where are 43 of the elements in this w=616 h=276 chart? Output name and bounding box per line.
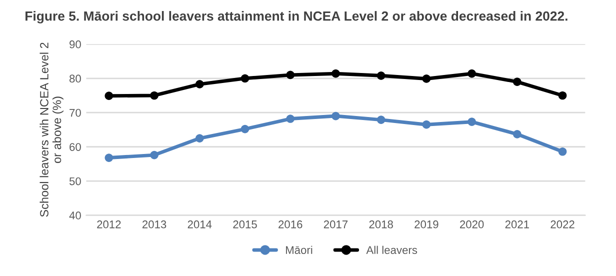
point — [512, 130, 522, 138]
point — [332, 69, 340, 78]
x-tick-label: 2018 — [369, 220, 393, 228]
y-tick-label: 50 — [69, 177, 81, 186]
chart-title: Figure 5. Māori school leavers attainment in NCEA Level 2 or above decreased in 2022. — [26, 11, 568, 24]
point — [240, 74, 250, 83]
point — [558, 147, 567, 156]
x-tick-label: 2014 — [188, 220, 212, 228]
point — [286, 114, 295, 123]
y-tick-label: 40 — [69, 212, 81, 220]
point — [376, 71, 386, 80]
point — [512, 78, 522, 86]
point — [104, 92, 114, 100]
point — [332, 112, 340, 120]
point — [468, 69, 476, 78]
x-tick-label: 2019 — [414, 220, 438, 228]
x-tick-label: 2013 — [142, 220, 166, 228]
point — [150, 91, 158, 100]
y-tick-label: 90 — [70, 40, 81, 48]
point — [195, 80, 204, 88]
point — [240, 124, 250, 134]
point — [150, 150, 158, 160]
y-axis-title: School leavers wih NCEA Level 2 or above (%) — [40, 42, 64, 217]
point — [468, 118, 476, 126]
x-tick-label: 2022 — [550, 220, 574, 228]
legend-label: All leavers — [366, 246, 418, 254]
x-tick-label: 2015 — [233, 220, 257, 228]
y-tick-label: 60 — [70, 143, 81, 151]
y-tick-label: 80 — [70, 74, 81, 83]
point — [558, 91, 567, 100]
x-tick-label: 2016 — [278, 220, 302, 228]
point — [286, 70, 295, 80]
x-tick-label: 2020 — [460, 220, 484, 228]
x-tick-label: 2021 — [505, 220, 529, 228]
point — [376, 116, 386, 124]
x-tick-label: 2012 — [97, 220, 121, 228]
point — [195, 134, 204, 142]
point — [422, 74, 431, 83]
y-tick-label: 70 — [70, 108, 81, 117]
point — [422, 120, 431, 129]
point — [104, 154, 114, 162]
legend-label: Māori — [286, 246, 312, 254]
x-tick-label: 2017 — [324, 220, 348, 228]
